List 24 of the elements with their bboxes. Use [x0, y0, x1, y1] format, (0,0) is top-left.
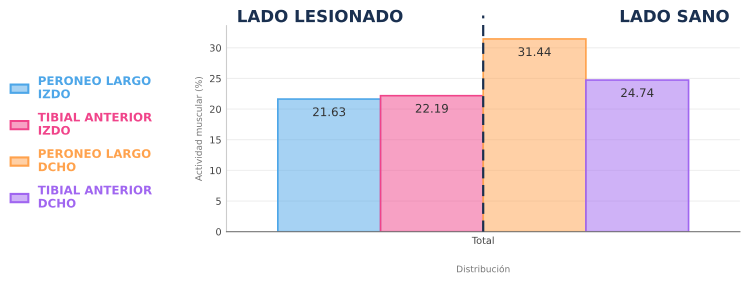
- y-tick-label: 20: [210, 106, 221, 113]
- data-label: 24.74: [621, 88, 654, 98]
- y-tick-label: 30: [210, 44, 221, 52]
- legend-label: TIBIAL ANTERIOR IZDO: [38, 112, 152, 135]
- bar: [585, 79, 690, 232]
- bar: [482, 38, 587, 232]
- text: LADO LESIONADO: [238, 10, 402, 22]
- y-tick-label: 10: [210, 166, 221, 174]
- legend-label: PERONEO LARGO DCHO: [38, 149, 151, 172]
- text: LADO SANO: [620, 10, 729, 22]
- data-label: 21.63: [313, 107, 346, 116]
- legend-label: PERONEO LARGO IZDO: [38, 76, 151, 98]
- y-tick-label: 5: [216, 198, 221, 205]
- data-label: 22.19: [416, 104, 448, 113]
- bar: [277, 98, 382, 232]
- legend-label: TIBIAL ANTERIOR DCHO: [38, 186, 152, 208]
- y-tick-label: 0: [216, 228, 221, 236]
- x-axis-title: Distribución: [457, 265, 510, 272]
- y-axis-title: Actividad muscular (%): [194, 77, 204, 182]
- x-tick-label: Total: [472, 236, 494, 244]
- bar: [380, 94, 484, 232]
- y-tick-label: 25: [210, 74, 221, 82]
- y-tick-label: 15: [210, 136, 221, 144]
- data-label: 31.44: [518, 47, 551, 56]
